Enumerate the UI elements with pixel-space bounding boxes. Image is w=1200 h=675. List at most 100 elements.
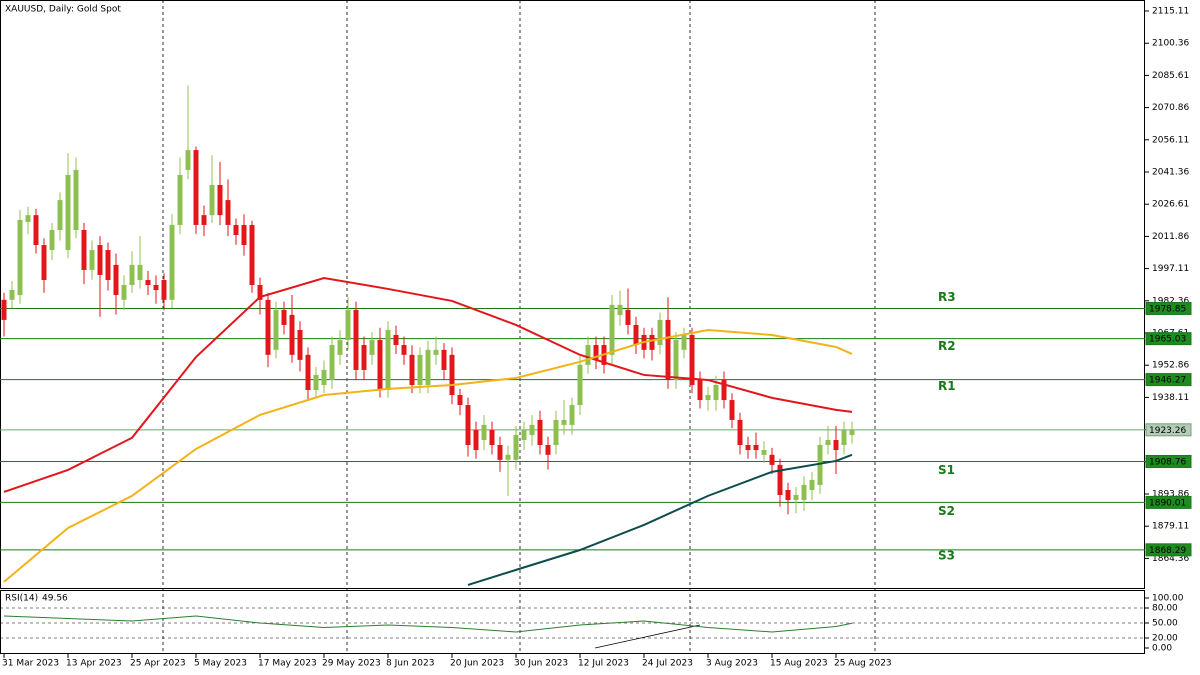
candle-body bbox=[73, 169, 79, 230]
candle-body bbox=[521, 429, 527, 440]
candle-body bbox=[561, 419, 567, 425]
x-tick-label: 31 Mar 2023 bbox=[2, 659, 59, 669]
candle-body bbox=[697, 379, 703, 401]
candle-body bbox=[121, 284, 127, 300]
candle-body bbox=[313, 374, 319, 390]
candle-body bbox=[409, 354, 415, 385]
candle-body bbox=[137, 264, 143, 280]
candle-body bbox=[57, 200, 63, 230]
rsi-tick-label: 100.00 bbox=[1152, 594, 1184, 604]
candle-body bbox=[585, 345, 591, 365]
candle-body bbox=[97, 245, 103, 275]
candle-body bbox=[65, 174, 71, 251]
y-tick-label: 1952.86 bbox=[1152, 361, 1189, 371]
candle-body bbox=[161, 279, 167, 300]
rsi-value: 49.56 bbox=[42, 594, 68, 604]
y-tick-label: 2041.36 bbox=[1152, 168, 1189, 178]
x-tick-label: 20 Jun 2023 bbox=[450, 659, 504, 669]
candle-body bbox=[705, 395, 711, 401]
level-box bbox=[1145, 301, 1192, 315]
level-value: 1978.85 bbox=[1149, 304, 1186, 314]
level-name: R2 bbox=[938, 339, 956, 353]
x-tick-label: 12 Jul 2023 bbox=[578, 659, 629, 669]
x-tick-label: 25 Apr 2023 bbox=[130, 659, 186, 669]
level-value: 1890.01 bbox=[1149, 498, 1186, 508]
candle-body bbox=[809, 479, 815, 490]
candle-body bbox=[305, 354, 311, 390]
y-tick-label: 1997.11 bbox=[1152, 264, 1189, 274]
candle-body bbox=[241, 224, 247, 246]
candle-body bbox=[257, 284, 263, 300]
candle-body bbox=[185, 150, 191, 170]
level-box bbox=[1145, 543, 1192, 557]
level-name: S1 bbox=[938, 463, 955, 477]
candle-body bbox=[49, 229, 55, 251]
level-box bbox=[1145, 332, 1192, 346]
candle-body bbox=[321, 369, 327, 385]
candle-body bbox=[609, 304, 615, 355]
x-tick-label: 5 May 2023 bbox=[194, 659, 247, 669]
candle-body bbox=[225, 200, 231, 225]
candle-body bbox=[281, 309, 287, 325]
candle-body bbox=[713, 384, 719, 401]
candle-body bbox=[593, 345, 599, 360]
moving-average bbox=[3, 276, 853, 493]
y-tick-label: 2011.86 bbox=[1152, 232, 1189, 242]
candle-body bbox=[553, 419, 559, 446]
candle-body bbox=[169, 224, 175, 300]
candle-body bbox=[537, 419, 543, 446]
candle-body bbox=[105, 250, 111, 280]
candle-body bbox=[193, 150, 199, 225]
level-name: R3 bbox=[938, 290, 956, 304]
candle-body bbox=[113, 264, 119, 296]
candle-body bbox=[505, 454, 511, 460]
candle-body bbox=[465, 405, 471, 446]
price-panel bbox=[0, 0, 1145, 589]
candle-body bbox=[41, 245, 47, 280]
candle-body bbox=[353, 309, 359, 370]
candle-body bbox=[681, 334, 687, 350]
candle-body bbox=[345, 309, 351, 341]
candle-body bbox=[473, 429, 479, 451]
candle-body bbox=[249, 224, 255, 285]
candle-body bbox=[777, 464, 783, 496]
candle-body bbox=[177, 174, 183, 225]
level-box bbox=[1145, 373, 1192, 387]
level-name: S2 bbox=[938, 504, 955, 518]
candle-body bbox=[433, 349, 439, 355]
y-tick-label: 1982.36 bbox=[1152, 296, 1189, 306]
candle-body bbox=[649, 334, 655, 350]
x-tick-label: 25 Aug 2023 bbox=[834, 659, 892, 669]
x-tick-label: 3 Aug 2023 bbox=[706, 659, 758, 669]
rsi-tick-label: 20.00 bbox=[1152, 634, 1178, 644]
candle-body bbox=[785, 489, 791, 501]
rsi-line bbox=[3, 615, 853, 633]
candle-body bbox=[729, 400, 735, 420]
candle-body bbox=[1, 299, 7, 320]
candle-body bbox=[329, 345, 335, 380]
y-tick-label: 1879.11 bbox=[1152, 522, 1189, 532]
candle-body bbox=[385, 329, 391, 390]
candle-body bbox=[545, 445, 551, 455]
candle-body bbox=[657, 319, 663, 346]
candle-body bbox=[129, 264, 135, 285]
candle-body bbox=[489, 429, 495, 446]
candle-body bbox=[265, 299, 271, 355]
level-box bbox=[1145, 454, 1192, 468]
candle-body bbox=[25, 215, 31, 222]
candle-body bbox=[481, 424, 487, 440]
candle-body bbox=[569, 405, 575, 425]
level-box bbox=[1145, 423, 1192, 437]
candle-body bbox=[377, 340, 383, 390]
candle-body bbox=[337, 340, 343, 355]
moving-average bbox=[3, 328, 853, 583]
rsi-trendline bbox=[594, 624, 701, 649]
candle-body bbox=[617, 304, 623, 315]
candle-body bbox=[761, 450, 767, 455]
candle-body bbox=[513, 434, 519, 460]
candle-body bbox=[849, 429, 855, 435]
candle-body bbox=[417, 354, 423, 385]
y-tick-label: 2115.11 bbox=[1152, 7, 1189, 17]
candle-body bbox=[233, 224, 239, 236]
candle-body bbox=[369, 340, 375, 355]
